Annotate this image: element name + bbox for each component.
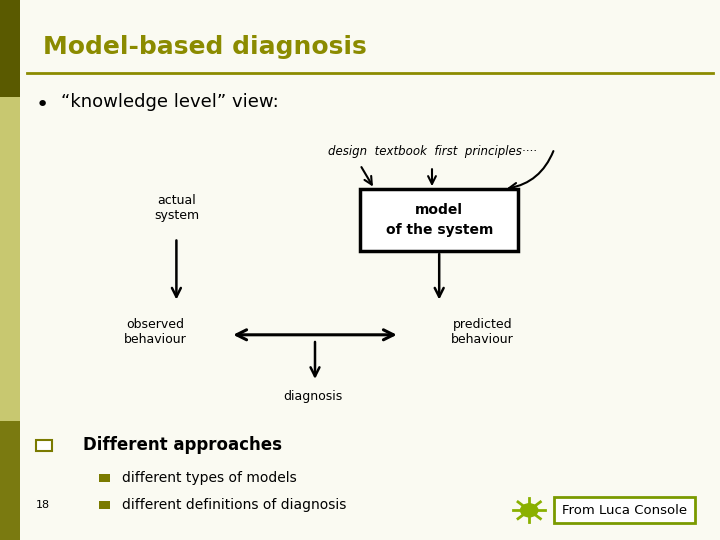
Text: diagnosis: diagnosis bbox=[284, 390, 343, 403]
Text: Different approaches: Different approaches bbox=[83, 436, 282, 455]
Text: •: • bbox=[36, 94, 49, 114]
Bar bbox=[554, 497, 695, 523]
Text: 18: 18 bbox=[36, 500, 50, 510]
Text: Model-based diagnosis: Model-based diagnosis bbox=[43, 35, 367, 59]
Bar bbox=[0, 0, 20, 97]
Text: actual
system: actual system bbox=[154, 194, 199, 222]
Text: From Luca Console: From Luca Console bbox=[562, 504, 687, 517]
Bar bbox=[99, 501, 110, 509]
Bar bbox=[99, 474, 110, 482]
Text: observed
behaviour: observed behaviour bbox=[123, 318, 186, 346]
Bar bbox=[36, 440, 52, 451]
Text: “knowledge level” view:: “knowledge level” view: bbox=[61, 93, 279, 111]
Bar bbox=[0, 421, 20, 540]
Text: different definitions of diagnosis: different definitions of diagnosis bbox=[122, 498, 347, 512]
Bar bbox=[360, 189, 518, 251]
Text: model
of the system: model of the system bbox=[385, 203, 493, 237]
Text: predicted
behaviour: predicted behaviour bbox=[451, 318, 514, 346]
Circle shape bbox=[521, 504, 538, 517]
Bar bbox=[0, 97, 20, 421]
Text: design  textbook  first  principles····: design textbook first principles···· bbox=[328, 145, 536, 158]
Text: different types of models: different types of models bbox=[122, 471, 297, 485]
